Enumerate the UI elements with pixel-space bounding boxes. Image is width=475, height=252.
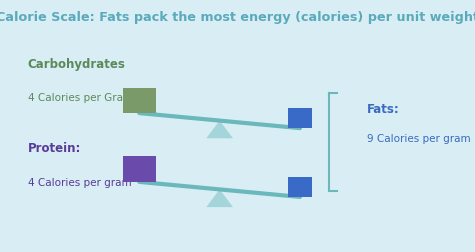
Bar — [123, 87, 156, 113]
Bar — [288, 177, 312, 197]
Text: Calorie Scale: Fats pack the most energy (calories) per unit weight: Calorie Scale: Fats pack the most energy… — [0, 11, 475, 24]
Text: 4 Calories per Gram: 4 Calories per Gram — [28, 93, 133, 103]
Text: Carbohydrates: Carbohydrates — [28, 58, 125, 71]
Bar — [288, 108, 312, 128]
Bar — [123, 156, 156, 182]
Text: 9 Calories per gram: 9 Calories per gram — [367, 134, 471, 144]
Text: Fats:: Fats: — [367, 103, 400, 116]
Polygon shape — [206, 190, 233, 207]
Polygon shape — [206, 121, 233, 138]
Text: Protein:: Protein: — [28, 142, 81, 155]
Text: 4 Calories per gram: 4 Calories per gram — [28, 178, 131, 187]
